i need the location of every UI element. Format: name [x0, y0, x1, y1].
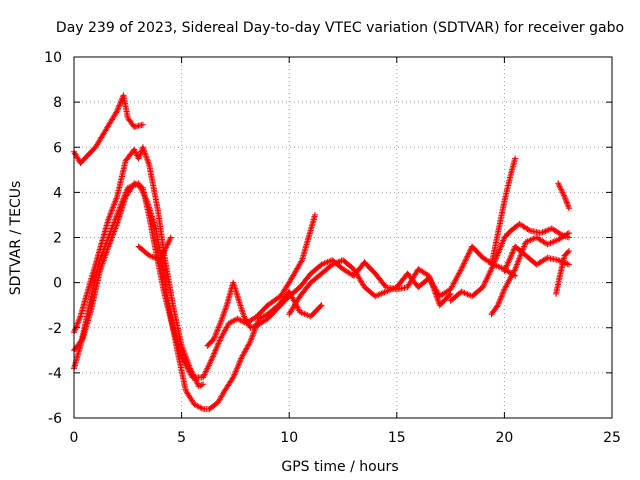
series-track-9	[488, 230, 572, 318]
data-series	[71, 92, 572, 412]
series-track-10	[501, 243, 572, 275]
grid-lines	[74, 57, 612, 418]
y-tick-label: -4	[48, 366, 62, 382]
y-tick-label: -2	[48, 321, 62, 337]
series-markers	[447, 221, 572, 304]
series-markers	[286, 243, 519, 318]
series-markers	[204, 257, 454, 349]
series-markers	[71, 92, 146, 166]
series-track-6	[204, 257, 454, 349]
y-axis-label: SDTVAR / TECUs	[8, 181, 24, 296]
series-markers	[135, 234, 174, 264]
y-tick-label: 8	[53, 95, 62, 111]
x-tick-label: 0	[70, 430, 79, 446]
series-track-7	[286, 243, 519, 318]
series-track-11	[488, 155, 519, 268]
axis-ticks: 0 5 10 15 20 25 -6 -4 -2 0 2 4 6 8 10	[44, 50, 621, 446]
series-track-13	[555, 180, 572, 212]
series-track-5	[135, 234, 174, 264]
x-tick-label: 20	[495, 430, 513, 446]
series-markers	[555, 180, 572, 212]
y-tick-label: -6	[48, 411, 62, 427]
x-tick-label: 5	[177, 430, 186, 446]
x-axis-label: GPS time / hours	[281, 459, 398, 475]
series-track-8	[447, 221, 572, 304]
y-tick-label: 6	[53, 140, 62, 156]
series-markers	[501, 243, 572, 275]
y-tick-label: 4	[53, 185, 62, 201]
y-tick-label: 10	[44, 50, 62, 66]
series-track-1	[71, 92, 146, 166]
series-track-12	[553, 248, 572, 297]
x-tick-label: 15	[388, 430, 406, 446]
series-markers	[488, 230, 572, 318]
series-markers	[488, 155, 519, 268]
x-tick-label: 25	[603, 430, 621, 446]
y-tick-label: 2	[53, 231, 62, 247]
series-markers	[71, 180, 318, 381]
chart-title: Day 239 of 2023, Sidereal Day-to-day VTE…	[56, 20, 624, 36]
series-track-2	[71, 144, 207, 390]
series-markers	[553, 248, 572, 297]
x-tick-label: 10	[280, 430, 298, 446]
series-track-4	[71, 180, 318, 381]
y-tick-label: 0	[53, 276, 62, 292]
